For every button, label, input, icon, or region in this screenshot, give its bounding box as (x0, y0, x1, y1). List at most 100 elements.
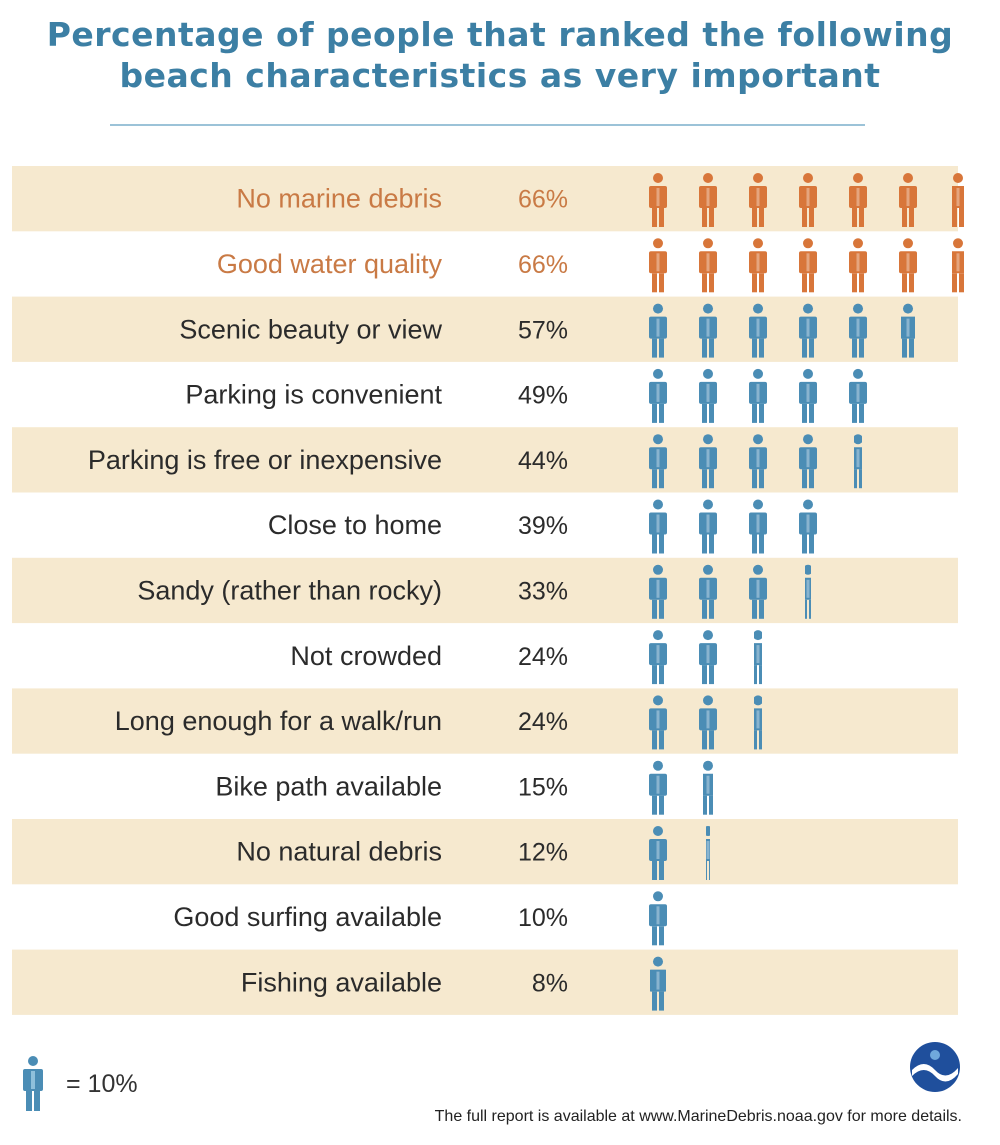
data-label: 8% (532, 969, 568, 997)
row-band (12, 557, 958, 624)
chart-title: Percentage of people that ranked the fol… (0, 14, 1000, 96)
person-icon (649, 630, 667, 685)
person-icon (650, 956, 666, 1011)
chart-row: Not crowded 24% (290, 630, 762, 685)
data-label: 24% (518, 708, 568, 736)
person-icon (649, 238, 667, 293)
data-label: 44% (518, 447, 568, 475)
person-icon (952, 238, 964, 293)
row-label: Long enough for a walk/run (115, 706, 442, 736)
person-icon (849, 368, 867, 423)
person-icon (849, 173, 867, 227)
row-band (12, 819, 958, 885)
data-label: 12% (518, 839, 568, 867)
person-icon (899, 238, 917, 293)
person-icon (952, 173, 964, 227)
row-label: Fishing available (241, 967, 442, 997)
legend-person-icon (23, 1056, 43, 1111)
person-icon (749, 564, 767, 619)
person-icon (649, 499, 667, 554)
person-icon (649, 891, 667, 946)
person-icon (699, 434, 717, 489)
person-icon (649, 173, 667, 227)
person-icon (849, 303, 867, 358)
person-icon (749, 173, 767, 227)
person-icon (649, 826, 667, 880)
row-label: Not crowded (290, 641, 442, 671)
person-icon (799, 173, 817, 227)
person-icon (805, 564, 811, 619)
person-icon (754, 630, 762, 685)
row-band (12, 688, 958, 754)
person-icon (699, 303, 717, 358)
noaa-logo-icon (910, 1042, 960, 1092)
person-icon (699, 695, 717, 750)
row-band (12, 949, 958, 1015)
row-label: No marine debris (236, 184, 442, 214)
row-label: Close to home (268, 510, 442, 540)
row-label: Parking is free or inexpensive (88, 445, 442, 475)
person-icon (854, 434, 862, 489)
person-icon (799, 368, 817, 423)
person-icon (649, 434, 667, 489)
data-label: 39% (518, 512, 568, 540)
person-icon (799, 434, 817, 489)
chart-row: Good water quality 66% (217, 238, 964, 293)
person-icon (749, 368, 767, 423)
data-label: 10% (518, 904, 568, 932)
person-icon (649, 303, 667, 358)
footer-note: The full report is available at www.Mari… (434, 1108, 962, 1125)
person-icon (799, 238, 817, 293)
person-icon (699, 238, 717, 293)
chart-title-line-2: beach characteristics as very important (119, 56, 881, 95)
data-label: 66% (518, 251, 568, 279)
person-icon (699, 630, 717, 685)
chart-row: Good surfing available 10% (173, 891, 667, 946)
person-icon (754, 695, 762, 750)
person-icon (749, 499, 767, 554)
person-icon (649, 368, 667, 423)
data-label: 49% (518, 382, 568, 410)
person-icon (699, 173, 717, 227)
row-label: Parking is convenient (185, 380, 442, 410)
legend-label: = 10% (66, 1070, 138, 1098)
person-icon (901, 303, 915, 358)
person-icon (703, 760, 713, 815)
chart-row: No natural debris 12% (12, 819, 958, 885)
row-label: Bike path available (215, 771, 442, 801)
row-label: Good surfing available (173, 902, 442, 932)
person-icon (649, 695, 667, 750)
chart-row: No marine debris 66% (12, 166, 964, 232)
person-icon (749, 238, 767, 293)
person-icon (749, 434, 767, 489)
row-label: Scenic beauty or view (179, 314, 442, 344)
person-icon (849, 238, 867, 293)
chart-title-line-1: Percentage of people that ranked the fol… (46, 15, 954, 54)
row-label: Good water quality (217, 249, 443, 279)
chart-row: Scenic beauty or view 57% (12, 296, 958, 362)
person-icon (699, 499, 717, 554)
chart-row: Bike path available 15% (215, 760, 713, 815)
data-label: 15% (518, 773, 568, 801)
person-icon (799, 499, 817, 554)
person-icon (649, 760, 667, 815)
data-label: 33% (518, 577, 568, 605)
chart-row: Long enough for a walk/run 24% (12, 688, 958, 754)
chart-row: Sandy (rather than rocky) 33% (12, 557, 958, 624)
data-label: 66% (518, 186, 568, 214)
row-label: Sandy (rather than rocky) (137, 575, 442, 605)
chart-row: Parking is free or inexpensive 44% (12, 427, 958, 493)
data-label: 24% (518, 643, 568, 671)
chart-row: Fishing available 8% (12, 949, 958, 1015)
data-label: 57% (518, 316, 568, 344)
row-label: No natural debris (236, 837, 442, 867)
person-icon (749, 303, 767, 358)
chart-row: Parking is convenient 49% (185, 368, 867, 423)
person-icon (706, 826, 710, 880)
title-divider (110, 124, 865, 126)
person-icon (799, 303, 817, 358)
pictogram-chart: No marine debris 66% Good water quality 66%… (12, 166, 964, 1015)
person-icon (649, 564, 667, 619)
person-icon (699, 564, 717, 619)
person-icon (699, 368, 717, 423)
